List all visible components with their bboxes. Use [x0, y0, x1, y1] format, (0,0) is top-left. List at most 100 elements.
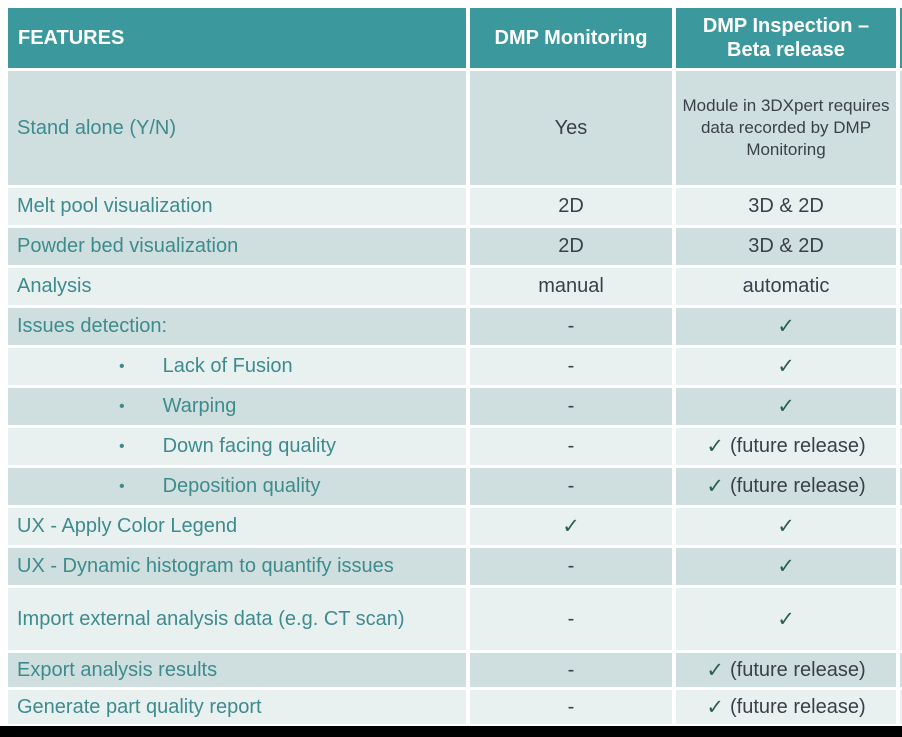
checkmark-icon: ✓	[706, 435, 724, 458]
checkmark-icon: ✓	[777, 395, 795, 418]
feature-cell: Stand alone (Y/N)	[8, 71, 466, 185]
feature-cell: UX - Apply Color Legend	[8, 508, 466, 545]
monitoring-cell: ✓	[470, 508, 672, 545]
inspection-cell: ✓	[676, 308, 896, 345]
table-edge-sliver	[900, 228, 902, 265]
checkmark-icon: ✓	[777, 515, 795, 538]
table-edge-sliver	[900, 588, 902, 650]
value-text: (future release)	[729, 658, 866, 681]
table-row: • Down facing quality - ✓ (future release)	[8, 428, 902, 465]
inspection-cell: ✓ (future release)	[676, 428, 896, 465]
features-comparison-table: FEATURES DMP Monitoring DMP Inspection –…	[8, 8, 902, 727]
table-row: Melt pool visualization 2D 3D & 2D	[8, 188, 902, 225]
feature-cell: UX - Dynamic histogram to quantify issue…	[8, 548, 466, 585]
feature-cell: • Down facing quality	[8, 428, 466, 465]
feature-cell: • Deposition quality	[8, 468, 466, 505]
feature-label: Deposition quality	[162, 475, 321, 497]
header-dmp-inspection: DMP Inspection – Beta release	[676, 8, 896, 68]
feature-cell: Export analysis results	[8, 653, 466, 687]
table-edge-sliver	[900, 690, 902, 724]
checkmark-icon: ✓	[706, 658, 724, 682]
monitoring-cell: manual	[470, 268, 672, 305]
monitoring-cell: -	[470, 308, 672, 345]
inspection-cell: 3D & 2D	[676, 188, 896, 225]
bullet-icon: •	[119, 477, 125, 495]
table-edge-sliver	[900, 268, 902, 305]
inspection-cell: 3D & 2D	[676, 228, 896, 265]
bottom-bar	[0, 726, 902, 737]
bullet-icon: •	[119, 397, 125, 415]
monitoring-cell: -	[470, 653, 672, 687]
table-edge-sliver	[900, 548, 902, 585]
table-row: Issues detection: - ✓	[8, 308, 902, 345]
feature-cell: • Lack of Fusion	[8, 348, 466, 385]
inspection-cell: ✓	[676, 508, 896, 545]
table-edge-sliver	[900, 348, 902, 385]
table-edge-sliver	[900, 71, 902, 185]
value-text: (future release)	[729, 435, 866, 457]
inspection-cell: ✓ (future release)	[676, 653, 896, 687]
bullet-icon: •	[119, 357, 125, 375]
monitoring-cell: Yes	[470, 71, 672, 185]
table-row: • Lack of Fusion - ✓	[8, 348, 902, 385]
table-edge-sliver	[900, 308, 902, 345]
feature-label: Down facing quality	[162, 435, 337, 457]
monitoring-cell: -	[470, 690, 672, 724]
inspection-cell: ✓	[676, 348, 896, 385]
feature-cell: Powder bed visualization	[8, 228, 466, 265]
monitoring-cell: -	[470, 348, 672, 385]
table-row: • Deposition quality - ✓ (future release)	[8, 468, 902, 505]
inspection-cell: automatic	[676, 268, 896, 305]
table-edge-sliver	[900, 428, 902, 465]
table-row: UX - Apply Color Legend ✓ ✓	[8, 508, 902, 545]
table-edge-sliver	[900, 8, 902, 68]
checkmark-icon: ✓	[777, 607, 795, 631]
monitoring-cell: -	[470, 388, 672, 425]
checkmark-icon: ✓	[706, 475, 724, 498]
value-text: (future release)	[729, 695, 866, 718]
feature-cell: Analysis	[8, 268, 466, 305]
header-features: FEATURES	[8, 8, 466, 68]
value-text: (future release)	[729, 475, 866, 497]
inspection-cell: ✓ (future release)	[676, 468, 896, 505]
table-row: • Warping - ✓	[8, 388, 902, 425]
table-row: Analysis manual automatic	[8, 268, 902, 305]
table-edge-sliver	[900, 468, 902, 505]
monitoring-cell: -	[470, 468, 672, 505]
monitoring-cell: -	[470, 548, 672, 585]
feature-label: Warping	[162, 395, 237, 417]
table-edge-sliver	[900, 188, 902, 225]
table-body: Stand alone (Y/N) Yes Module in 3DXpert re…	[8, 71, 902, 724]
table-header-row: FEATURES DMP Monitoring DMP Inspection –…	[8, 8, 902, 68]
bullet-icon: •	[119, 437, 125, 455]
feature-cell: Generate part quality report	[8, 690, 466, 724]
monitoring-cell: -	[470, 428, 672, 465]
table-row: Generate part quality report - ✓ (future re…	[8, 690, 902, 724]
monitoring-cell: 2D	[470, 188, 672, 225]
header-dmp-monitoring: DMP Monitoring	[470, 8, 672, 68]
checkmark-icon: ✓	[706, 695, 724, 719]
checkmark-icon: ✓	[562, 515, 580, 538]
checkmark-icon: ✓	[777, 355, 795, 378]
feature-cell: Melt pool visualization	[8, 188, 466, 225]
table-row: Powder bed visualization 2D 3D & 2D	[8, 228, 902, 265]
monitoring-cell: 2D	[470, 228, 672, 265]
inspection-cell: ✓	[676, 588, 896, 650]
table-row: UX - Dynamic histogram to quantify issue…	[8, 548, 902, 585]
table-row: Export analysis results - ✓ (future release…	[8, 653, 902, 687]
inspection-cell: ✓	[676, 388, 896, 425]
monitoring-cell: -	[470, 588, 672, 650]
table-edge-sliver	[900, 653, 902, 687]
inspection-cell: ✓	[676, 548, 896, 585]
table-row: Import external analysis data (e.g. CT s…	[8, 588, 902, 650]
table-edge-sliver	[900, 388, 902, 425]
feature-cell: Import external analysis data (e.g. CT s…	[8, 588, 466, 650]
feature-cell: • Warping	[8, 388, 466, 425]
checkmark-icon: ✓	[777, 315, 795, 338]
feature-cell: Issues detection:	[8, 308, 466, 345]
checkmark-icon: ✓	[777, 555, 795, 578]
table-row: Stand alone (Y/N) Yes Module in 3DXpert re…	[8, 71, 902, 185]
feature-label: Lack of Fusion	[162, 355, 293, 377]
inspection-cell: Module in 3DXpert requires data recorded…	[676, 71, 896, 185]
